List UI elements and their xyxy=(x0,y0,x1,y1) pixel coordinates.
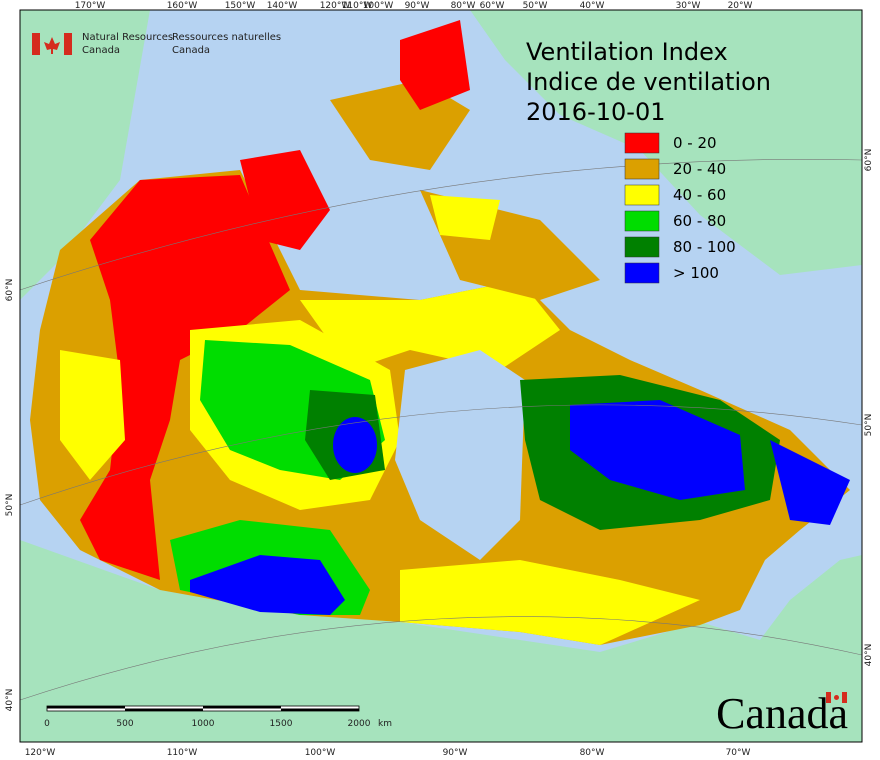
legend-label: 0 - 20 xyxy=(673,134,717,152)
agency-en: Natural Resources xyxy=(82,32,173,43)
maple-leaf xyxy=(44,37,60,54)
prairie-blue xyxy=(190,555,345,615)
scale-seg xyxy=(47,706,125,709)
graticule-label-top: 40°W xyxy=(580,1,605,11)
graticule-label-right: 60°N xyxy=(864,149,874,172)
legend-swatch xyxy=(624,262,660,284)
scale-seg xyxy=(281,708,359,711)
quebec-blue xyxy=(570,400,745,500)
graticule-line xyxy=(19,404,863,506)
graticule-label-bottom: 90°W xyxy=(443,748,468,758)
graticule-label-right: 40°N xyxy=(864,644,874,667)
scale-seg xyxy=(125,708,203,711)
agency-en: Canada xyxy=(82,45,120,56)
ellesmere xyxy=(400,20,470,110)
greenland xyxy=(470,10,862,275)
graticule-label-top: 110°W xyxy=(342,1,373,11)
wordmark: Canada xyxy=(716,689,848,738)
graticule-label-top: 160°W xyxy=(167,1,198,11)
graticule-label-bottom: 70°W xyxy=(726,748,751,758)
flag-bar xyxy=(842,692,847,703)
legend-swatch xyxy=(624,158,660,180)
graticule-label-top: 80°W xyxy=(451,1,476,11)
graticule-label-top: 20°W xyxy=(728,1,753,11)
bc-zone xyxy=(60,350,125,480)
legend-label: > 100 xyxy=(673,264,719,282)
graticule-label-left: 40°N xyxy=(5,689,15,712)
graticule-label-bottom: 80°W xyxy=(580,748,605,758)
wordmark-flag xyxy=(826,692,847,703)
united-states xyxy=(20,540,862,742)
scale-unit: km xyxy=(378,719,392,729)
graticule-label-bottom: 110°W xyxy=(167,748,198,758)
west-zone xyxy=(80,175,290,580)
graticule-label-right: 50°N xyxy=(864,414,874,437)
newfoundland xyxy=(770,440,850,525)
scale-label: 1000 xyxy=(192,719,215,729)
map-title: Indice de ventilation xyxy=(526,68,771,96)
legend-label: 40 - 60 xyxy=(673,186,726,204)
legend-swatch xyxy=(624,236,660,258)
maple-leaf xyxy=(834,695,839,700)
flag-bar xyxy=(64,33,72,55)
graticule xyxy=(19,159,863,701)
logo xyxy=(32,33,72,55)
alaska xyxy=(20,10,150,300)
graticule-label-left: 60°N xyxy=(5,279,15,302)
legend-swatch xyxy=(624,210,660,232)
legend-swatch xyxy=(624,132,660,154)
agency-fr: Ressources naturelles xyxy=(172,32,281,43)
graticule-label-top: 50°W xyxy=(523,1,548,11)
graticule-label-top: 90°W xyxy=(405,1,430,11)
agency-fr: Canada xyxy=(172,45,210,56)
scale-label: 0 xyxy=(44,719,50,729)
graticule-label-top: 170°W xyxy=(75,1,106,11)
central-blue xyxy=(333,417,377,473)
canada-index xyxy=(30,20,850,645)
south-yellow xyxy=(400,560,700,645)
graticule-label-top: 60°W xyxy=(480,1,505,11)
scale-bar xyxy=(46,705,360,712)
legend-label: 20 - 40 xyxy=(673,160,726,178)
legend-label: 80 - 100 xyxy=(673,238,736,256)
graticule-line xyxy=(19,616,863,701)
map-title: Ventilation Index xyxy=(526,38,728,66)
legend-swatch xyxy=(624,184,660,206)
map-frame xyxy=(19,9,863,743)
graticule-line xyxy=(19,159,863,291)
north-yellow xyxy=(300,280,560,370)
baffin-yellow xyxy=(430,195,500,240)
land-outside xyxy=(20,10,862,742)
graticule-label-top: 30°W xyxy=(676,1,701,11)
map-title: 2016-10-01 xyxy=(526,98,665,126)
flag-bar xyxy=(826,692,831,703)
graticule-label-left: 50°N xyxy=(5,494,15,517)
scale-label: 500 xyxy=(116,719,133,729)
graticule-label-top: 140°W xyxy=(267,1,298,11)
scale-label: 2000 xyxy=(348,719,371,729)
graticule-label-bottom: 100°W xyxy=(305,748,336,758)
flag-bar xyxy=(32,33,40,55)
graticule-label-top: 120°W xyxy=(320,1,351,11)
graticule-label-top: 150°W xyxy=(225,1,256,11)
scale-label: 1500 xyxy=(270,719,293,729)
graticule-label-bottom: 120°W xyxy=(25,748,56,758)
graticule-label-top: 100°W xyxy=(363,1,394,11)
legend-label: 60 - 80 xyxy=(673,212,726,230)
arctic-red xyxy=(240,150,330,250)
hudson-bay xyxy=(395,350,525,560)
scale-seg xyxy=(203,706,281,709)
